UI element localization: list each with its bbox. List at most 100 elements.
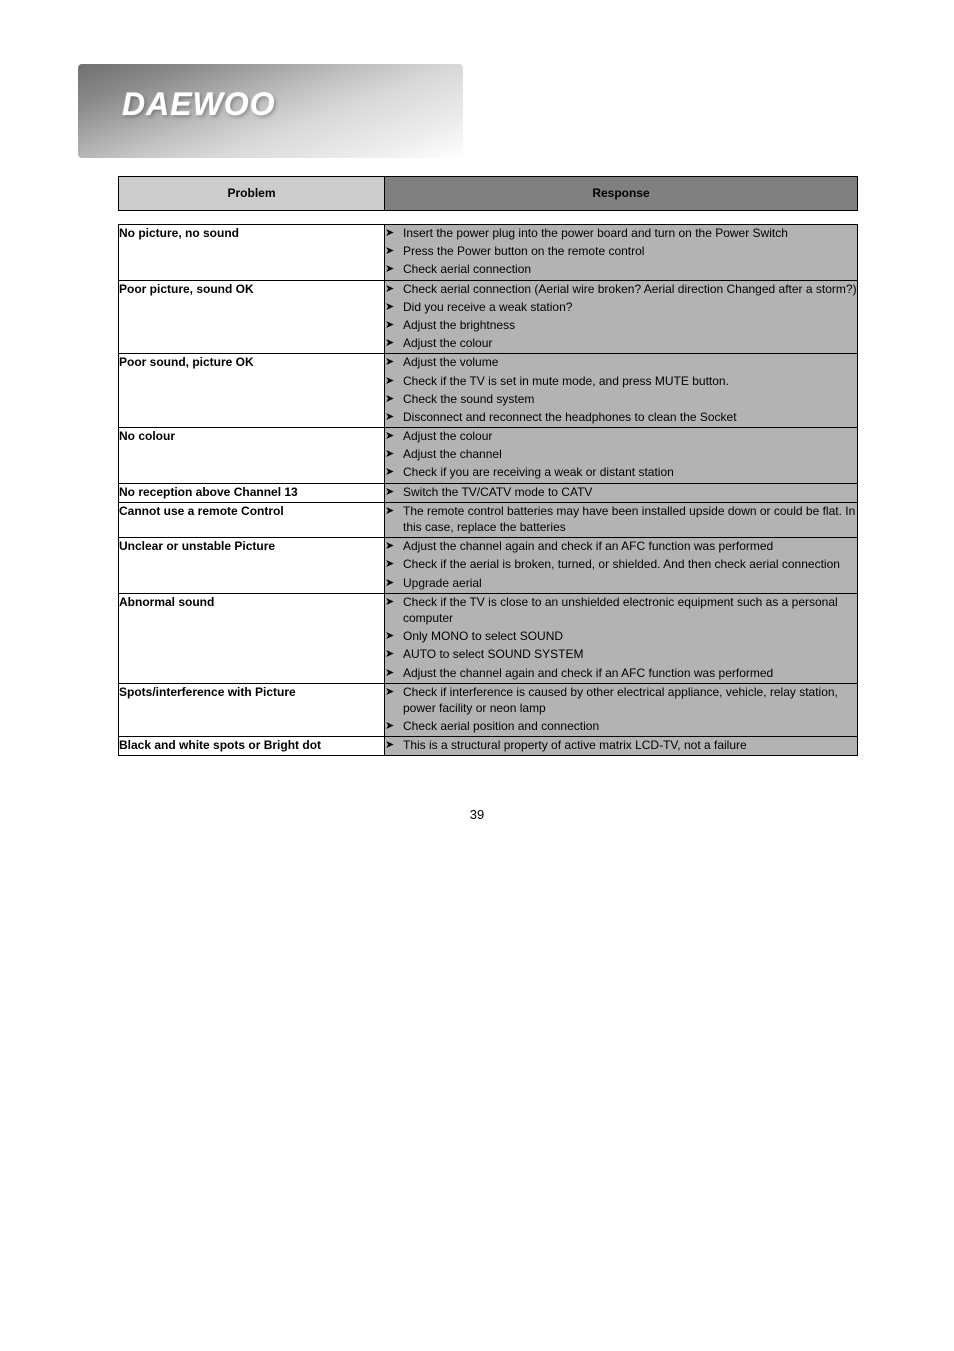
response-item: ➤Press the Power button on the remote co… [385, 243, 857, 259]
response-list: ➤ Adjust the channel again and check if a… [385, 538, 857, 591]
problem-cell: No reception above Channel 13 [119, 483, 385, 502]
bullet-arrow-icon: ➤ [385, 595, 394, 610]
response-item: ➤ Check if the TV is set in mute mode, an… [385, 373, 857, 389]
response-text: Adjust the brightness [403, 318, 515, 332]
response-item: ➤This is a structural property of active… [385, 737, 857, 753]
response-text: Check if the TV is set in mute mode, and… [403, 374, 729, 388]
table-row: Abnormal sound➤ Check if the TV is close … [119, 593, 858, 683]
bullet-arrow-icon: ➤ [385, 374, 394, 389]
bullet-arrow-icon: ➤ [385, 629, 394, 644]
response-item: ➤ Check if you are receiving a weak or di… [385, 464, 857, 480]
response-list: ➤ Check if the TV is close to an unshield… [385, 594, 857, 681]
bullet-arrow-icon: ➤ [385, 262, 394, 277]
table-row: Cannot use a remote Control➤The remote c… [119, 502, 858, 537]
response-text: Adjust the colour [403, 336, 492, 350]
bullet-arrow-icon: ➤ [385, 336, 394, 351]
response-cell: ➤Adjust the colour ➤ Adjust the channel ➤ Ch… [385, 428, 858, 484]
response-text: Did you receive a weak station? [403, 300, 572, 314]
bullet-arrow-icon: ➤ [385, 719, 394, 734]
header-response: Response [385, 177, 858, 211]
response-item: ➤ Upgrade aerial [385, 575, 857, 591]
response-text: Upgrade aerial [403, 576, 482, 590]
response-list: ➤Adjust the colour ➤ Adjust the channel ➤ Ch… [385, 428, 857, 481]
response-text: Adjust the channel again and check if an… [403, 666, 773, 680]
response-text: Check aerial connection (Aerial wire bro… [403, 282, 857, 296]
bullet-arrow-icon: ➤ [385, 576, 394, 591]
response-item: ➤ Only MONO to select SOUND [385, 628, 857, 644]
table-row: No reception above Channel 13➤ Switch the… [119, 483, 858, 502]
bullet-arrow-icon: ➤ [385, 557, 394, 572]
table-row: No colour➤Adjust the colour➤Adjust the c… [119, 428, 858, 484]
response-list: ➤ Insert the power plug into the power bo… [385, 225, 857, 278]
response-text: Adjust the colour [403, 429, 492, 443]
troubleshooting-table: Problem Response No picture, no sound➤In… [118, 176, 858, 756]
response-item: ➤ Check if the aerial is broken, turned, … [385, 556, 857, 572]
response-text: Adjust the channel again and check if an… [403, 539, 773, 553]
response-text: Switch the TV/CATV mode to CATV [403, 485, 592, 499]
table-spacer-row [119, 211, 858, 225]
response-item: ➤Did you receive a weak station? [385, 299, 857, 315]
table-header-row: Problem Response [119, 177, 858, 211]
response-text: Check the sound system [403, 392, 534, 406]
response-text: Check aerial connection [403, 262, 531, 276]
bullet-arrow-icon: ➤ [385, 282, 394, 297]
response-list: ➤ Check aerial connection (Aerial wire br… [385, 281, 857, 352]
problem-cell: Cannot use a remote Control [119, 502, 385, 537]
bullet-arrow-icon: ➤ [385, 539, 394, 554]
response-text: Only MONO to select SOUND [403, 629, 563, 643]
response-cell: ➤ Adjust the volume ➤ Check if the TV is se… [385, 354, 858, 428]
response-cell: ➤The remote control batteries may have b… [385, 502, 858, 537]
response-item: ➤ Adjust the colour [385, 335, 857, 351]
response-text: This is a structural property of active … [403, 738, 747, 752]
response-cell: ➤ Check if interference is caused by othe… [385, 683, 858, 737]
bullet-arrow-icon: ➤ [385, 465, 394, 480]
response-list: ➤ Switch the TV/CATV mode to CATV [385, 484, 857, 500]
bullet-arrow-icon: ➤ [385, 504, 394, 519]
response-text: Adjust the channel [403, 447, 502, 461]
response-cell: ➤This is a structural property of active… [385, 737, 858, 756]
problem-cell: Black and white spots or Bright dot [119, 737, 385, 756]
response-text: Insert the power plug into the power boa… [403, 226, 788, 240]
response-item: ➤Adjust the colour [385, 428, 857, 444]
bullet-arrow-icon: ➤ [385, 244, 394, 259]
problem-cell: No colour [119, 428, 385, 484]
response-text: Disconnect and reconnect the headphones … [403, 410, 737, 424]
table-row: Poor picture, sound OK➤Check aerial conn… [119, 280, 858, 354]
response-item: ➤ Check if interference is caused by othe… [385, 684, 857, 716]
bullet-arrow-icon: ➤ [385, 226, 394, 241]
table-row: Poor sound, picture OK➤ Adjust the volume… [119, 354, 858, 428]
bullet-arrow-icon: ➤ [385, 410, 394, 425]
response-item: ➤ Check if the TV is close to an unshield… [385, 594, 857, 626]
page-number: 39 [0, 807, 954, 822]
response-item: ➤ Adjust the channel again and check if a… [385, 538, 857, 554]
bullet-arrow-icon: ➤ [385, 392, 394, 407]
response-item: ➤ Disconnect and reconnect the headphones… [385, 409, 857, 425]
brand-banner: DAEWOO [78, 64, 463, 158]
response-item: ➤ Insert the power plug into the power bo… [385, 225, 857, 241]
response-list: ➤ Adjust the volume ➤ Check if the TV is se… [385, 354, 857, 425]
response-text: Adjust the volume [403, 355, 498, 369]
response-text: Check if you are receiving a weak or dis… [403, 465, 674, 479]
response-text: Check if the aerial is broken, turned, o… [403, 557, 840, 571]
response-item: ➤ Check aerial connection [385, 261, 857, 277]
response-item: ➤Check aerial position and connection [385, 718, 857, 734]
problem-cell: Poor sound, picture OK [119, 354, 385, 428]
problem-cell: Spots/interference with Picture [119, 683, 385, 737]
problem-cell: Abnormal sound [119, 593, 385, 683]
response-cell: ➤ Adjust the channel again and check if a… [385, 538, 858, 594]
response-text: Check if the TV is close to an unshielde… [403, 595, 838, 625]
response-item: ➤The remote control batteries may have b… [385, 503, 857, 535]
response-text: AUTO to select SOUND SYSTEM [403, 647, 584, 661]
response-item: ➤ Check the sound system [385, 391, 857, 407]
table-row: Spots/interference with Picture➤ Check if… [119, 683, 858, 737]
response-item: ➤Adjust the channel again and check if a… [385, 665, 857, 681]
response-item: ➤ Switch the TV/CATV mode to CATV [385, 484, 857, 500]
response-text: Check if interference is caused by other… [403, 685, 838, 715]
table-row: Black and white spots or Bright dot➤This… [119, 737, 858, 756]
bullet-arrow-icon: ➤ [385, 485, 394, 500]
bullet-arrow-icon: ➤ [385, 318, 394, 333]
header-problem: Problem [119, 177, 385, 211]
response-cell: ➤ Check if the TV is close to an unshield… [385, 593, 858, 683]
bullet-arrow-icon: ➤ [385, 685, 394, 700]
response-item: ➤AUTO to select SOUND SYSTEM [385, 646, 857, 662]
